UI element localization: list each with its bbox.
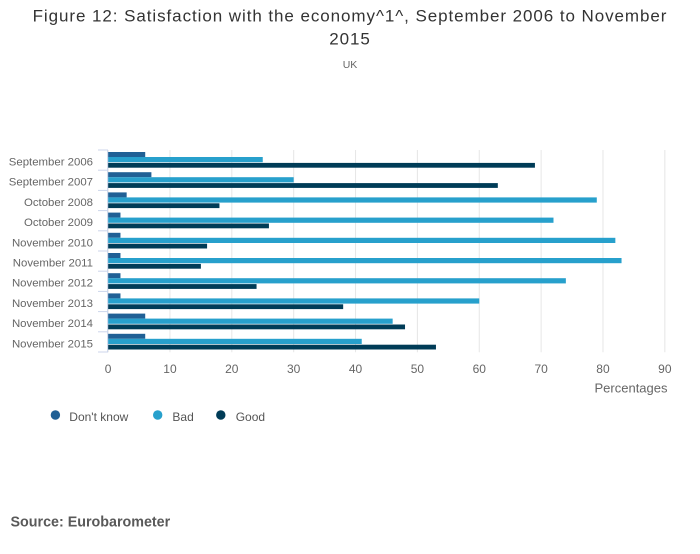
- svg-text:November 2014: November 2014: [12, 318, 93, 330]
- svg-text:October 2008: October 2008: [24, 197, 93, 209]
- svg-text:November 2011: November 2011: [13, 258, 93, 270]
- svg-text:October 2009: October 2009: [24, 217, 93, 229]
- svg-text:50: 50: [411, 362, 425, 376]
- svg-text:September 2007: September 2007: [9, 177, 93, 189]
- svg-text:Percentages: Percentages: [595, 380, 668, 395]
- svg-text:Good: Good: [236, 410, 265, 424]
- svg-text:60: 60: [473, 362, 487, 376]
- svg-text:40: 40: [349, 362, 363, 376]
- svg-text:Figure 12: Satisfaction with t: Figure 12: Satisfaction with the economy…: [33, 7, 668, 26]
- svg-text:September 2006: September 2006: [9, 157, 93, 169]
- svg-text:0: 0: [105, 362, 112, 376]
- svg-text:November 2010: November 2010: [12, 237, 93, 249]
- svg-text:70: 70: [534, 362, 548, 376]
- svg-text:November 2012: November 2012: [12, 278, 93, 290]
- svg-text:November 2015: November 2015: [12, 338, 93, 350]
- svg-text:UK: UK: [343, 59, 358, 71]
- svg-text:2015: 2015: [329, 30, 371, 49]
- svg-text:30: 30: [287, 362, 301, 376]
- svg-text:Don't know: Don't know: [69, 410, 128, 424]
- svg-text:Bad: Bad: [172, 410, 193, 424]
- svg-text:90: 90: [658, 362, 672, 376]
- svg-text:10: 10: [163, 362, 177, 376]
- svg-text:20: 20: [225, 362, 239, 376]
- svg-text:80: 80: [596, 362, 610, 376]
- svg-text:November 2013: November 2013: [12, 298, 93, 310]
- svg-text:Source: Eurobarometer: Source: Eurobarometer: [11, 515, 171, 531]
